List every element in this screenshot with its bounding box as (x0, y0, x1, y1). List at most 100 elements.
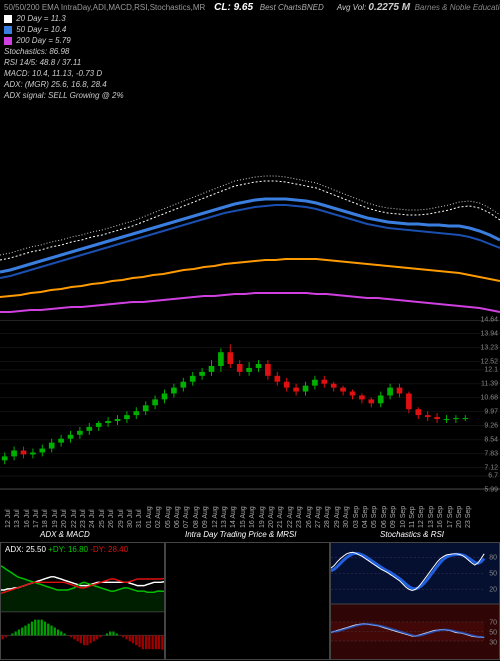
date-label: 08 Aug (193, 506, 195, 528)
date-label: 19 Jul (52, 509, 54, 528)
date-label: 20 Aug (268, 506, 270, 528)
date-label: 13 Aug (221, 506, 223, 528)
subtitle-intra: Intra Day Trading Price & MRSI (165, 530, 330, 542)
date-label: 16 Sep (437, 506, 439, 528)
day-vol: Day Vol: 0 M (302, 13, 500, 24)
date-label: 26 Jul (108, 509, 110, 528)
date-label: 22 Aug (287, 506, 289, 528)
date-label: 29 Jul (118, 509, 120, 528)
header-overlay: 50/50/200 EMA IntraDay,ADI,MACD,RSI,Stoc… (0, 0, 500, 103)
date-label: 27 Aug (315, 506, 317, 528)
date-label: 05 Aug (165, 506, 167, 528)
date-label: 23 Aug (296, 506, 298, 528)
date-label: 17 Jul (33, 509, 35, 528)
date-label: 13 Jul (14, 509, 16, 528)
date-label: 24 Jul (89, 509, 91, 528)
ema20-swatch (4, 15, 12, 23)
close-price: CL: 9.65 (214, 2, 253, 13)
subtitle-row: ADX & MACD Intra Day Trading Price & MRS… (0, 530, 500, 542)
date-label: 23 Jul (80, 509, 82, 528)
date-label: 06 Sep (381, 506, 383, 528)
price-level-label: 11.39 (481, 380, 498, 387)
rsi-level: 50 (489, 630, 497, 637)
subtitle-stoch: Stochastics & RSI (330, 530, 500, 542)
date-label: 18 Jul (42, 509, 44, 528)
indicator-list: 50/50/200 EMA IntraDay,ADI,MACD,RSI,Stoc… (4, 2, 302, 13)
date-label: 19 Aug (259, 506, 261, 528)
date-label: 25 Jul (99, 509, 101, 528)
company: Barnes & Noble Education, Inc | MunafaSu… (415, 3, 500, 12)
date-label: 17 Sep (447, 506, 449, 528)
candlestick-chart: 14.64 13.94 13.23 12.5212.1 11.39 10.68 9.97 9.… (0, 320, 500, 490)
price-level-label: 7.12 (484, 464, 498, 471)
adx-line: ADX: (MGR) 25.6, 16.8, 28.4 (4, 79, 302, 90)
date-label: 26 Aug (306, 506, 308, 528)
date-label: 16 Jul (24, 509, 26, 528)
date-label: 04 Sep (362, 506, 364, 528)
date-label: 29 Aug (334, 506, 336, 528)
date-label: 12 Jul (5, 509, 7, 528)
date-label: 20 Sep (456, 506, 458, 528)
date-label: 05 Sep (371, 506, 373, 528)
date-label: 28 Aug (324, 506, 326, 528)
price-level-label: 13.23 (480, 344, 498, 351)
price-level-label: 6.7 (488, 473, 498, 480)
stoch-line: Stochastics: 86.98 (4, 46, 302, 57)
header-left: 50/50/200 EMA IntraDay,ADI,MACD,RSI,Stoc… (4, 2, 302, 101)
ema20-line: 20 Day = 11.3 (4, 13, 302, 24)
price-level-label: 14.64 (480, 317, 498, 324)
price-level-label: 7.83 (484, 450, 498, 457)
date-label: 02 Aug (155, 506, 157, 528)
adx-signal-line: ADX signal: SELL Growing @ 2% (4, 90, 302, 101)
date-label: 12 Aug (212, 506, 214, 528)
ema50-line: 50 Day = 10.4 (4, 24, 302, 35)
price-level-label: 12.1 (484, 366, 498, 373)
date-axis: 12 Jul 13 Jul 16 Jul 17 Jul 18 Jul 19 Jul 20 J… (0, 490, 500, 530)
header-right: BNED Avg Vol: 0.2275 M Barnes & Noble Ed… (302, 2, 500, 101)
stoch-level: 50 (489, 571, 497, 578)
date-label: 23 Sep (465, 506, 467, 528)
sub-panels: ADX: 25.50 +DY: 16.80 -DY: 28.40 80 50 20 7… (0, 542, 500, 660)
stoch-rsi-panel: 80 50 20 70 50 30 (330, 542, 500, 660)
price-level-label: 8.54 (484, 436, 498, 443)
date-label: 22 Jul (71, 509, 73, 528)
date-label: 15 Aug (240, 506, 242, 528)
ticker: BNED (302, 3, 324, 12)
price-level-label: 10.68 (480, 394, 498, 401)
date-label: 31 Jul (136, 509, 138, 528)
price-level-label: 9.97 (484, 408, 498, 415)
intraday-panel (165, 542, 330, 660)
date-label: 09 Sep (390, 506, 392, 528)
adx-macd-panel: ADX: 25.50 +DY: 16.80 -DY: 28.40 (0, 542, 165, 660)
date-label: 30 Jul (127, 509, 129, 528)
avg-vol: 0.2275 M (368, 2, 410, 13)
ema50-swatch (4, 26, 12, 34)
date-label: 11 Sep (409, 506, 411, 528)
rsi-level: 30 (489, 639, 497, 646)
date-label: 01 Aug (146, 506, 148, 528)
date-label: 09 Aug (202, 506, 204, 528)
ema200-swatch (4, 37, 12, 45)
date-label: 10 Sep (400, 506, 402, 528)
date-label: 14 Aug (230, 506, 232, 528)
macd-line: MACD: 10.4, 11.13, -0.73 D (4, 68, 302, 79)
stoch-level: 80 (489, 554, 497, 561)
price-level-label: 13.94 (480, 330, 498, 337)
date-label: 16 Aug (249, 506, 251, 528)
price-level-label: 9.26 (484, 422, 498, 429)
date-label: 30 Aug (343, 506, 345, 528)
date-label: 07 Aug (183, 506, 185, 528)
stoch-level: 20 (489, 587, 497, 594)
rsi-level: 70 (489, 620, 497, 627)
adx-values: ADX: 25.50 +DY: 16.80 -DY: 28.40 (5, 545, 128, 554)
date-label: 13 Sep (428, 506, 430, 528)
rsi-line: RSI 14/5: 48.8 / 37.11 (4, 57, 302, 68)
date-label: 12 Sep (418, 506, 420, 528)
ema200-line: 200 Day = 5.79 (4, 35, 302, 46)
date-label: 21 Aug (277, 506, 279, 528)
price-level-label: 12.52 (480, 358, 498, 365)
date-label: 03 Sep (353, 506, 355, 528)
date-label: 20 Jul (61, 509, 63, 528)
subtitle-adx: ADX & MACD (0, 530, 165, 542)
date-label: 06 Aug (174, 506, 176, 528)
